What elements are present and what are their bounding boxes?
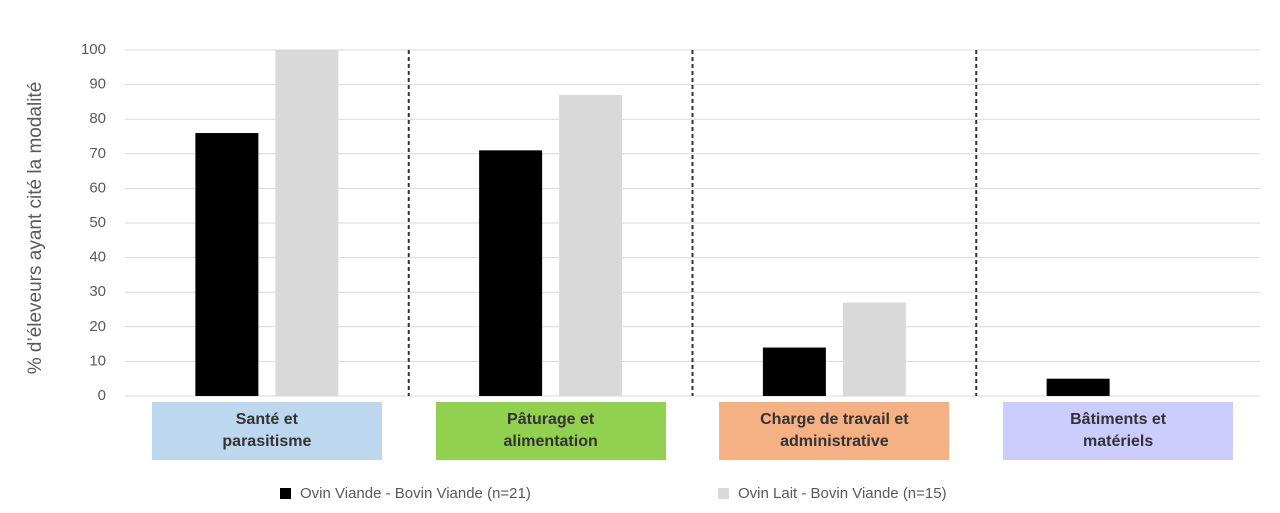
y-tick-label: 90: [89, 76, 106, 93]
category-label: Pâturage et alimentation: [435, 402, 666, 460]
y-axis-title: % d’éleveurs ayant cité la modalité: [25, 82, 46, 375]
legend-swatch: [280, 488, 291, 499]
bar: [275, 50, 339, 396]
y-tick-label: 70: [89, 145, 106, 162]
y-tick-label: 0: [98, 387, 106, 404]
bar: [559, 94, 623, 396]
y-tick-label: 50: [89, 214, 106, 231]
category-label: Santé et parasitisme: [151, 402, 382, 460]
y-tick-label: 60: [89, 179, 106, 196]
y-tick-label: 20: [89, 318, 106, 335]
bar: [1046, 378, 1110, 396]
y-tick-label: 40: [89, 249, 106, 266]
bar: [479, 150, 543, 396]
y-tick-label: 10: [89, 352, 106, 369]
legend-swatch: [718, 488, 729, 499]
legend-label: Ovin Viande - Bovin Viande (n=21): [300, 485, 531, 502]
bar: [195, 133, 259, 397]
category-label: Bâtiments et matériels: [1003, 402, 1234, 460]
bar: [842, 302, 906, 396]
category-label: Charge de travail et administrative: [719, 402, 950, 460]
legend-label: Ovin Lait - Bovin Viande (n=15): [738, 485, 947, 502]
y-tick-label: 100: [81, 41, 106, 58]
y-tick-label: 30: [89, 283, 106, 300]
bar: [762, 347, 826, 396]
y-tick-label: 80: [89, 110, 106, 127]
